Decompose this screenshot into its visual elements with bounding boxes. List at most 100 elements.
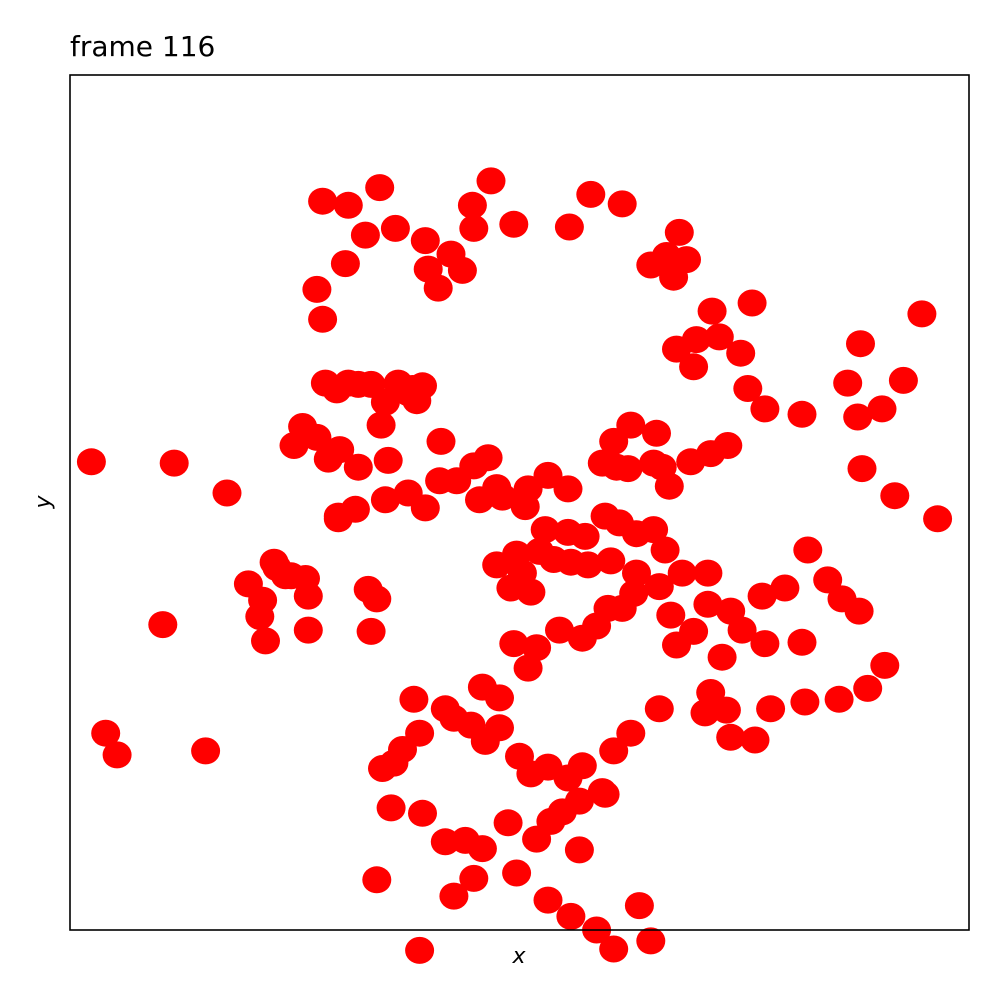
scatter-point (493, 809, 523, 837)
scatter-point (499, 630, 529, 658)
scatter-point (867, 395, 897, 423)
scatter-point (333, 191, 363, 219)
scatter-point (212, 479, 242, 507)
scatter-point (366, 411, 396, 439)
scatter-point (91, 719, 121, 747)
scatter-point (813, 566, 843, 594)
scatter-point (590, 502, 620, 530)
scatter-point (750, 395, 780, 423)
scatter-point (564, 836, 594, 864)
scatter-point (636, 927, 666, 955)
scatter-point (533, 461, 563, 489)
scatter-point (373, 446, 403, 474)
scatter-point (740, 726, 770, 754)
scatter-point (787, 628, 817, 656)
scatter-point (159, 449, 189, 477)
scatter-point (502, 859, 532, 887)
scatter-point (408, 799, 437, 827)
scatter-point (590, 780, 620, 808)
scatter-point (824, 685, 854, 713)
scatter-point (505, 742, 534, 770)
scatter-point (439, 704, 469, 732)
scatter-point (426, 427, 456, 455)
scatter-point (410, 227, 440, 255)
scatter-point (599, 935, 629, 963)
scatter-point (370, 486, 400, 514)
scatter-point (553, 475, 583, 503)
scatter-point (704, 323, 734, 351)
scatter-point (302, 423, 332, 451)
scatter-point (659, 263, 689, 291)
scatter-point (476, 167, 506, 195)
scatter-point (148, 611, 178, 639)
scatter-point (302, 275, 332, 303)
scatter-point (425, 467, 455, 495)
scatter-point (340, 495, 370, 523)
scatter-point (639, 516, 669, 544)
scatter-point (447, 256, 477, 284)
scatter-point (770, 574, 800, 602)
scatter-point (644, 695, 674, 723)
scatter-point (554, 213, 584, 241)
scatter-point (499, 210, 529, 238)
scatter-point (513, 654, 543, 682)
scatter-point (707, 643, 737, 671)
scatter-point (716, 723, 746, 751)
scatter-point (690, 699, 720, 727)
scatter-point (553, 518, 583, 546)
scatter-point (733, 375, 763, 402)
scatter-point (793, 536, 823, 564)
scatter-point (713, 432, 743, 459)
scatter-point (102, 741, 132, 769)
scatter-point (756, 695, 786, 723)
scatter-point (662, 335, 691, 363)
scatter-point (727, 616, 757, 644)
scatter-point (787, 400, 817, 428)
scatter-point (251, 627, 280, 655)
scatter-point (870, 651, 900, 679)
scatter-point (473, 444, 503, 472)
scatter-point (599, 737, 629, 765)
scatter-point (485, 684, 514, 712)
scatter-point (656, 601, 686, 629)
scatter-point (622, 559, 651, 587)
scatter-points (76, 167, 953, 964)
scatter-point (616, 411, 646, 439)
scatter-point (356, 617, 386, 645)
scatter-point (308, 187, 338, 215)
scatter-point (553, 764, 583, 792)
scatter-point (843, 403, 873, 431)
scatter-point (522, 634, 552, 662)
scatter-point (405, 936, 435, 964)
scatter-point (726, 339, 756, 367)
scatter-point (880, 482, 910, 510)
x-axis-label: x (511, 944, 526, 969)
scatter-point (667, 559, 697, 587)
scatter-point (293, 616, 323, 644)
scatter-point (652, 242, 681, 269)
scatter-point (439, 882, 469, 910)
scatter-point (602, 453, 631, 481)
scatter-point (408, 372, 437, 400)
scatter-point (647, 453, 677, 481)
scatter-point (607, 190, 637, 218)
scatter-point (350, 221, 380, 249)
scatter-point (596, 547, 626, 575)
scatter-point (513, 475, 543, 503)
scatter-point (308, 305, 338, 333)
chart-title: frame 116 (70, 30, 215, 63)
scatter-point (737, 289, 767, 317)
scatter-point (533, 886, 563, 914)
scatter-point (642, 419, 671, 447)
scatter-point (293, 582, 323, 610)
scatter-point (459, 214, 489, 242)
scatter-point (556, 902, 586, 930)
scatter-point (576, 180, 606, 208)
scatter-point (846, 330, 875, 358)
scatter-point (380, 214, 410, 242)
scatter-point (330, 250, 360, 278)
scatter-point (459, 864, 489, 892)
scatter-point (616, 719, 646, 747)
y-axis-label: y (31, 495, 56, 510)
